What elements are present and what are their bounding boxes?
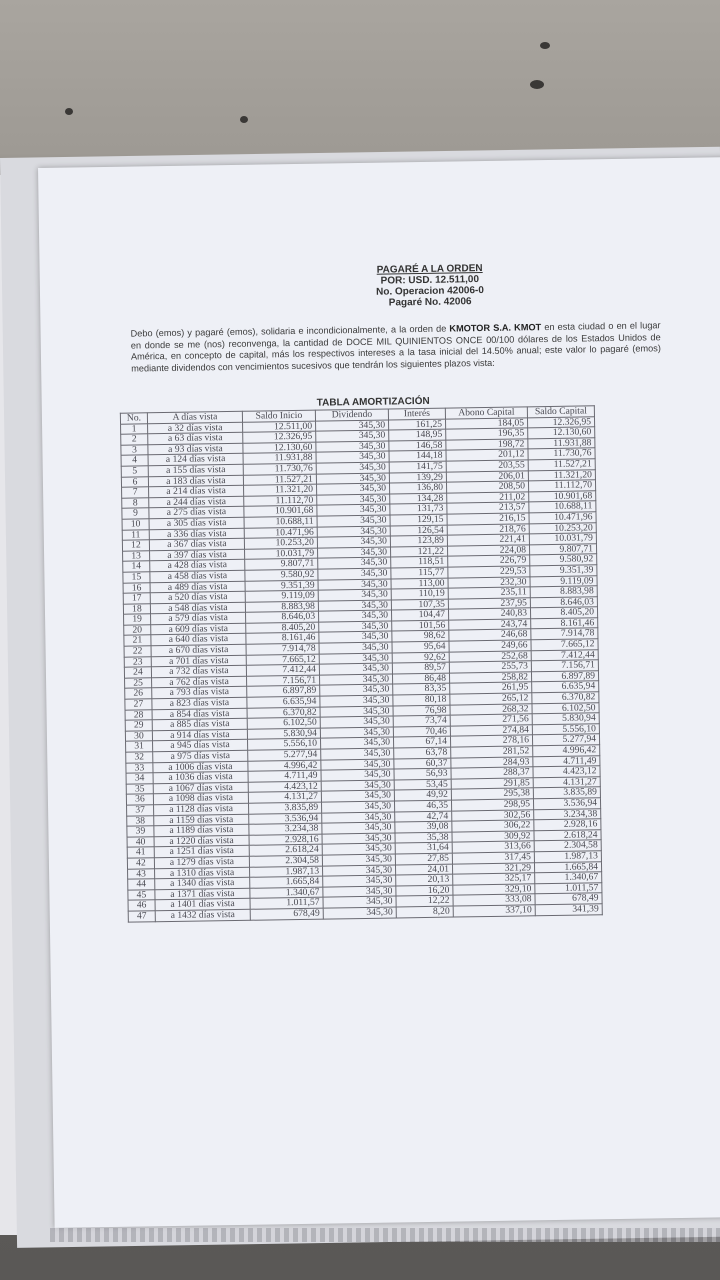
table-cell: 345,30 [323,906,397,919]
table-cell: 39 [126,826,155,837]
table-cell: 29 [125,720,153,732]
column-header: No. [120,412,148,424]
creditor-name: KMOTOR S.A. KMOT [449,322,542,334]
table-cell: 337,10 [453,904,536,917]
table-cell: 47 [128,910,156,922]
table-cell: 15 [122,571,151,583]
sleeve-edge-strip [50,1228,720,1242]
table-cell: 14 [122,561,150,573]
table-cell: 24 [124,667,152,679]
table-cell: 341,39 [535,903,603,916]
table-cell: 2 [120,434,148,446]
amortization-table: No. A días vista Saldo Inicio Dividendo Inte… [120,405,603,922]
table-cell: 44 [127,879,155,890]
table-cell: a 1432 días vista [155,909,251,922]
table-cell: 32 [125,751,153,763]
stain [240,116,248,123]
document-header: PAGARÉ A LA ORDEN POR: USD. 12.511,00 No… [330,262,531,309]
table-cell: 17 [123,593,151,604]
table-caption: TABLA AMORTIZACIÓN [316,395,430,409]
table-cell: 22 [124,645,152,657]
promissory-note-page: PAGARÉ A LA ORDEN POR: USD. 12.511,00 No… [38,157,720,1228]
stain [530,80,544,89]
table-cell: 34 [126,773,154,784]
table-cell: 7 [121,487,149,498]
table-cell: 10 [122,518,150,530]
table-cell: 42 [127,857,155,869]
note-number: Pagaré No. 42006 [388,296,472,309]
table-cell: 41 [127,847,155,859]
document-body: Debo (emos) y pagaré (emos), solidaria e… [131,320,662,374]
table-cell: 46 [128,900,156,912]
table-cell: 37 [126,804,154,816]
table-cell: 19 [123,614,151,626]
table-cell: 678,49 [250,908,324,920]
stain [65,108,73,115]
table-cell: 27 [124,698,153,710]
table-cell: 8,20 [396,906,454,918]
stain [540,42,550,49]
table-cell: 5 [121,465,149,477]
table-cell: 12 [122,540,150,551]
